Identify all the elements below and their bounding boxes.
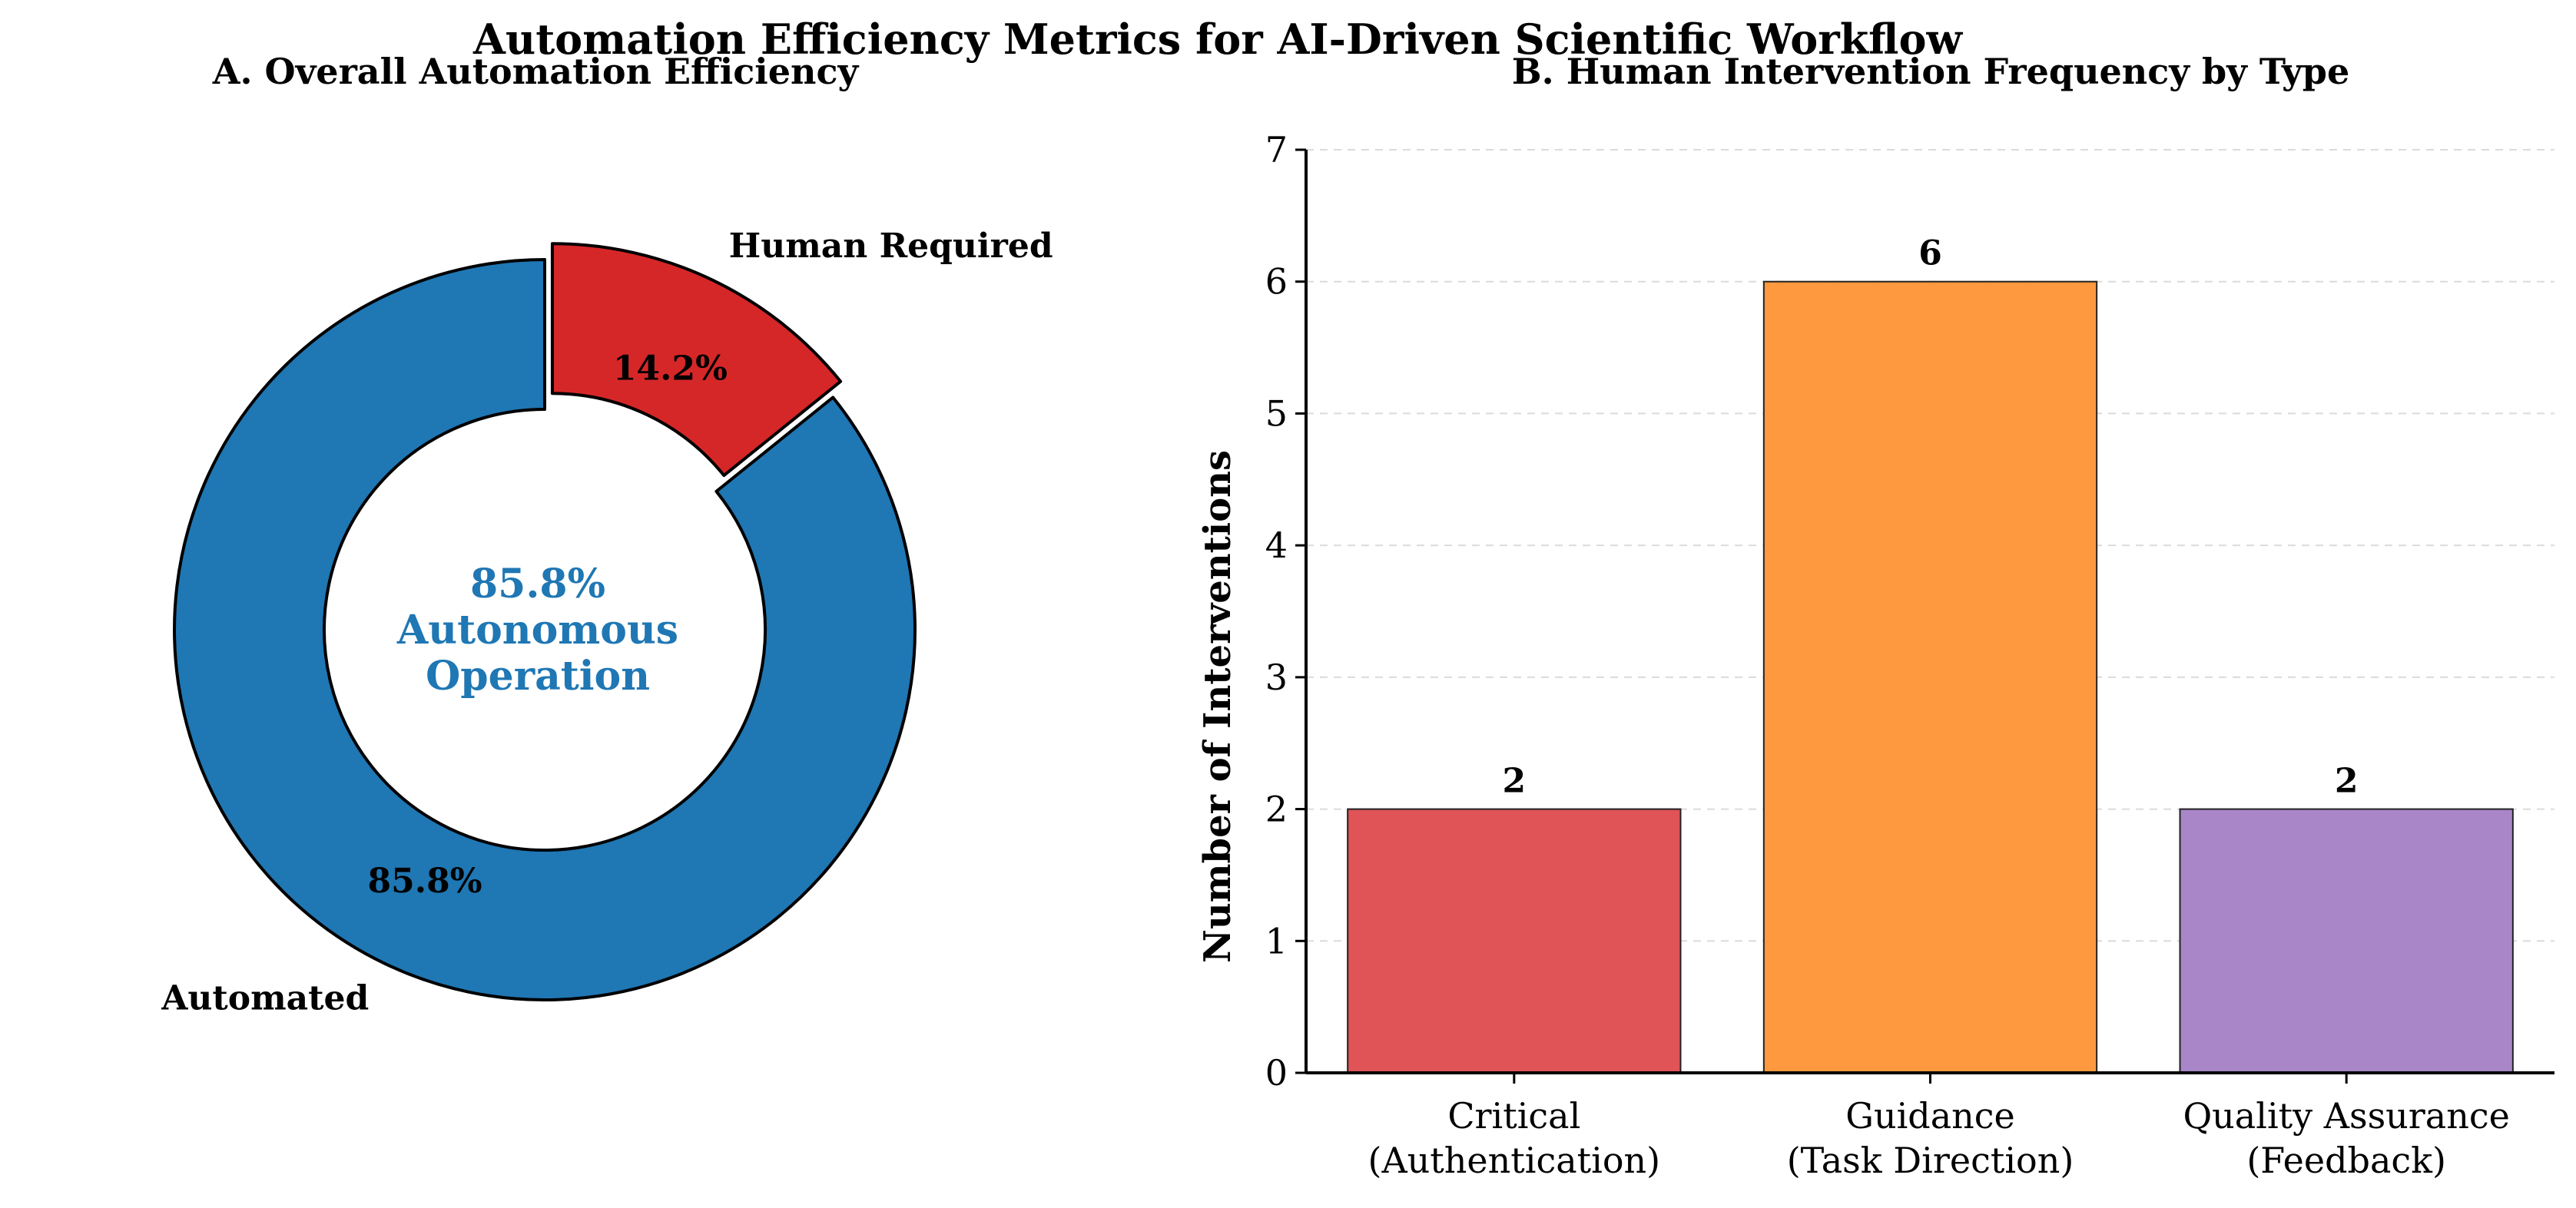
bar-panel: B. Human Intervention Frequency by Type … bbox=[1196, 51, 2554, 1181]
donut-slice-label: Human Required bbox=[729, 227, 1053, 266]
y-tick-label: 6 bbox=[1265, 261, 1288, 303]
x-tick-label: Guidance bbox=[1845, 1095, 2015, 1137]
bar-chart: 0 1 2 3 4 5 6 7 2 Critical(Authentication) 6 Guidan… bbox=[1265, 129, 2554, 1181]
donut-center-text: Operation bbox=[426, 653, 650, 700]
x-tick-label: (Feedback) bbox=[2246, 1140, 2446, 1181]
donut-slice-automated bbox=[173, 258, 917, 1001]
y-tick-label: 2 bbox=[1265, 789, 1288, 830]
figure-title: Automation Efficiency Metrics for AI-Dri… bbox=[472, 15, 1963, 64]
donut-pct-label: 14.2% bbox=[613, 349, 728, 388]
donut-center-text: Autonomous bbox=[396, 607, 678, 654]
y-tick-label: 7 bbox=[1265, 129, 1288, 170]
donut-center-text: 85.8% bbox=[470, 561, 605, 607]
x-tick-label: Quality Assurance bbox=[2183, 1095, 2509, 1137]
x-tick-label: (Authentication) bbox=[1368, 1140, 1661, 1181]
y-axis-label: Number of Interventions bbox=[1196, 450, 1239, 963]
y-tick-label: 4 bbox=[1265, 525, 1288, 566]
y-tick-label: 0 bbox=[1265, 1052, 1288, 1094]
bar-value-label: 2 bbox=[2335, 762, 2359, 801]
bar-value-label: 6 bbox=[1918, 234, 1942, 273]
bar bbox=[1762, 280, 2098, 1074]
y-tick-label: 5 bbox=[1265, 392, 1288, 434]
donut-slice-human-required bbox=[550, 242, 843, 478]
donut-slice-label: Automated bbox=[161, 978, 369, 1018]
bar bbox=[2179, 808, 2514, 1074]
x-tick-label: Critical bbox=[1447, 1095, 1580, 1137]
x-tick-label: (Task Direction) bbox=[1787, 1140, 2074, 1181]
donut-panel: A. Overall Automation Efficiency 85.8%Au… bbox=[161, 51, 1053, 1018]
donut-pct-label: 85.8% bbox=[368, 862, 482, 901]
y-tick-label: 3 bbox=[1265, 657, 1288, 698]
bar bbox=[1347, 808, 1682, 1074]
bar-value-label: 2 bbox=[1503, 762, 1527, 801]
bar-title: B. Human Intervention Frequency by Type bbox=[1512, 51, 2349, 92]
donut-title: A. Overall Automation Efficiency bbox=[212, 51, 860, 92]
y-tick-label: 1 bbox=[1265, 920, 1288, 961]
